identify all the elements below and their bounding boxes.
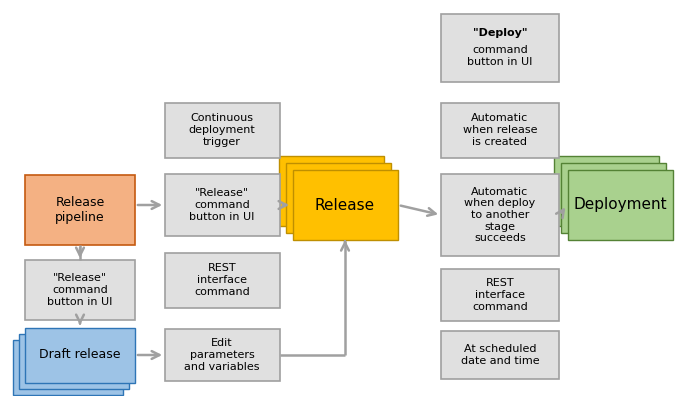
Text: Draft release: Draft release	[39, 348, 121, 362]
Bar	[164, 103, 280, 158]
Bar	[19, 333, 129, 388]
Bar	[441, 269, 559, 321]
Text: Release: Release	[315, 198, 375, 213]
Text: Edit
parameters
and variables: Edit parameters and variables	[184, 339, 260, 371]
Bar	[25, 260, 135, 320]
Text: Release
pipeline: Release pipeline	[55, 196, 105, 224]
Bar	[278, 156, 384, 226]
Text: At scheduled
date and time: At scheduled date and time	[461, 344, 539, 366]
Bar	[164, 253, 280, 308]
Bar	[568, 170, 672, 240]
Bar	[441, 331, 559, 379]
Bar	[560, 163, 666, 233]
Bar	[13, 339, 123, 394]
Text: "Release"
command
button in UI: "Release" command button in UI	[47, 273, 113, 307]
Bar	[164, 174, 280, 236]
Bar	[441, 103, 559, 158]
Text: "Release"
command
button in UI: "Release" command button in UI	[189, 188, 254, 222]
Bar	[441, 14, 559, 82]
Text: Automatic
when deploy
to another
stage
succeeds: Automatic when deploy to another stage s…	[464, 187, 536, 243]
Text: "Deploy": "Deploy"	[473, 28, 527, 38]
Bar	[164, 329, 280, 381]
Bar	[285, 163, 391, 233]
Bar	[25, 327, 135, 383]
Bar	[441, 174, 559, 256]
Bar	[25, 175, 135, 245]
Text: Continuous
deployment
trigger: Continuous deployment trigger	[189, 113, 255, 147]
Text: REST
interface
command: REST interface command	[472, 278, 528, 312]
Text: REST
interface
command: REST interface command	[194, 263, 250, 297]
Text: Deployment: Deployment	[573, 198, 667, 213]
Text: Automatic
when release
is created: Automatic when release is created	[463, 113, 537, 147]
Bar	[553, 156, 659, 226]
Bar	[293, 170, 397, 240]
Text: command
button in UI: command button in UI	[467, 46, 533, 67]
